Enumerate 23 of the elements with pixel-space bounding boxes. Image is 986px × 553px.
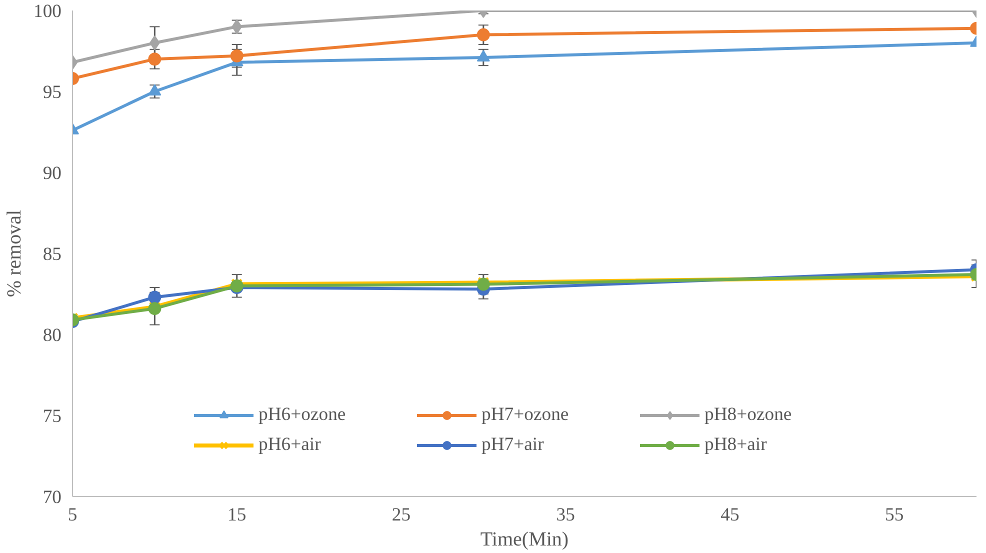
x-tick-label: 45	[720, 504, 740, 526]
y-tick-label: 70	[42, 487, 62, 508]
y-tick-label: 95	[42, 82, 62, 103]
legend-label: pH8+air	[704, 434, 768, 456]
y-tick-label: 100	[34, 1, 62, 22]
legend-label: pH6+ozone	[258, 404, 347, 426]
y-axis-title: % removal	[4, 209, 26, 298]
point	[476, 28, 490, 42]
x-tick-label: 15	[228, 504, 246, 526]
x-tick-label: 35	[556, 504, 575, 526]
legend-label: pH6+air	[258, 434, 322, 456]
legend-label: pH8+ozone	[704, 404, 793, 426]
y-tick-label: 75	[42, 406, 62, 427]
x-axis-title: Time(Min)	[480, 528, 569, 550]
y-tick-label: 85	[42, 244, 62, 265]
legend-label: pH7+air	[482, 434, 545, 456]
x-tick-label: 55	[884, 504, 904, 526]
point	[230, 49, 244, 62]
x-tick-label: 25	[392, 504, 411, 526]
y-tick-label: 90	[42, 163, 62, 184]
y-tick-label: 80	[42, 325, 62, 346]
x-tick-label: 5	[68, 504, 78, 526]
legend-label: pH7+ozone	[482, 404, 570, 426]
